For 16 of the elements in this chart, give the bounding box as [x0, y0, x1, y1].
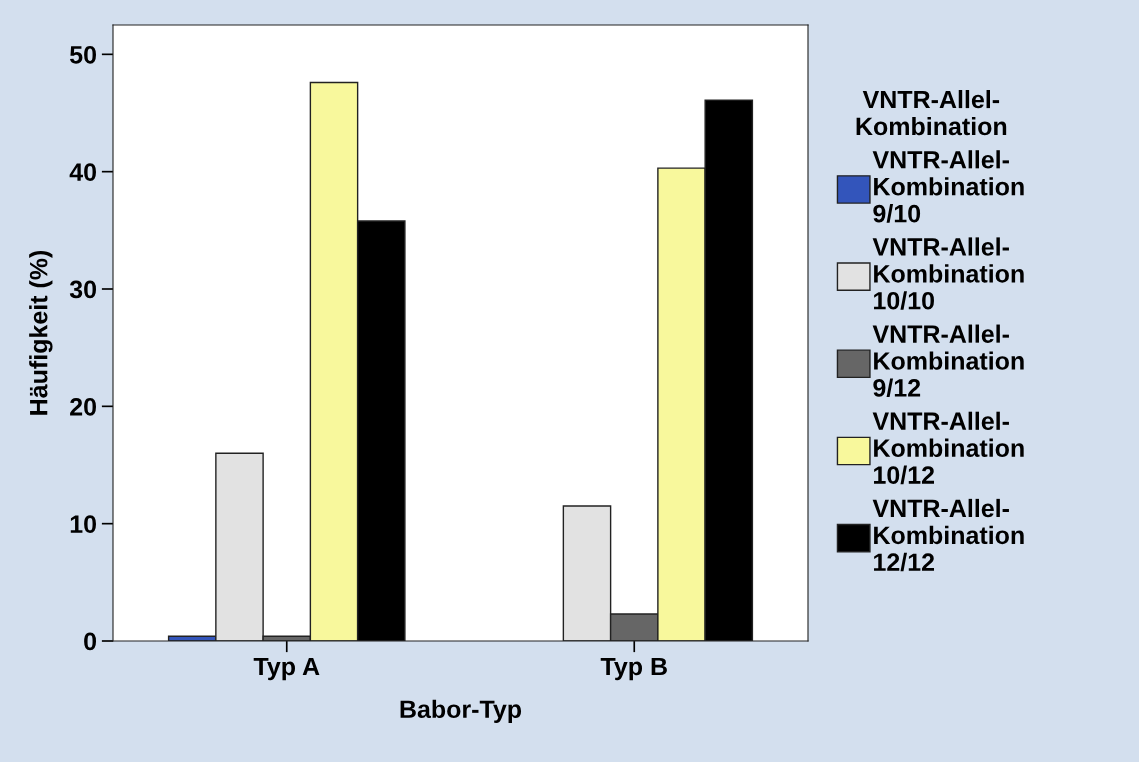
y-tick-label: 10	[70, 515, 97, 533]
legend-label: VNTR-Allel- Kombination 12/12	[872, 498, 1024, 572]
x-tick-label: Typ A	[253, 657, 320, 681]
y-tick-label: 50	[69, 45, 97, 64]
x-tick-label: Typ B	[600, 657, 667, 681]
y-tick-label: 0	[84, 632, 96, 651]
legend-label: VNTR-Allel- Kombination 9/10	[872, 150, 1024, 223]
legend-label: VNTR-Allel- Kombination 9/12	[872, 324, 1024, 398]
y-axis-title: Häufigkeit (%)	[29, 250, 53, 415]
y-tick-label: 40	[69, 163, 97, 181]
x-axis-title: Babor-Typ	[400, 699, 522, 724]
legend-title: VNTR-Allel- Kombination	[856, 89, 1007, 136]
y-tick-label: 20	[70, 397, 97, 416]
legend-label: VNTR-Allel- Kombination 10/12	[872, 411, 1024, 485]
legend-label: VNTR-Allel- Kombination 10/10	[872, 237, 1024, 310]
y-tick-label: 30	[69, 280, 97, 299]
